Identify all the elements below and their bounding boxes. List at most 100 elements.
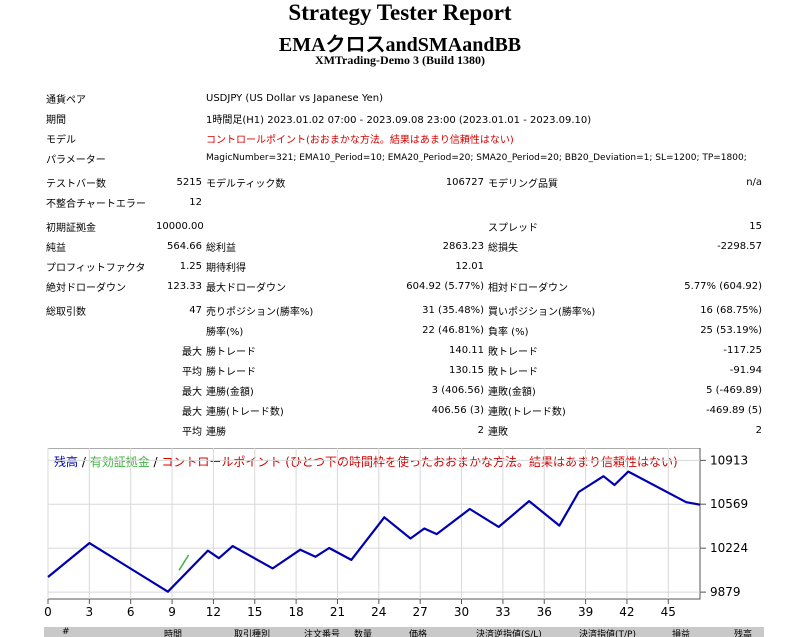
symbol-label: 通貨ペア xyxy=(46,94,86,106)
stats-row-bars: テストバー数 5215 モデルティック数 106727 モデリング品質 n/a xyxy=(44,172,764,192)
y-tick-label: 10569 xyxy=(710,497,748,511)
long-value: 16 (68.75%) xyxy=(700,304,763,316)
spread-label: スプレッド xyxy=(488,222,538,234)
avg-word: 平均 xyxy=(182,426,202,438)
trades-value: 47 xyxy=(189,304,202,316)
stats-row-trades: 総取引数 47 売りポジション(勝率%) 31 (35.48%) 買いポジション… xyxy=(44,300,764,320)
stats-row-mismatch: 不整合チャートエラー 12 xyxy=(44,192,764,212)
expert-name: EMAクロスandSMAandBB xyxy=(278,34,522,56)
balance-line xyxy=(47,470,701,593)
period-value: 1時間足(H1) 2023.01.02 07:00 - 2023.09.08 2… xyxy=(206,114,592,126)
stats-row-deposit: 初期証拠金 10000.00 スプレッド 15 xyxy=(44,216,764,236)
legend-sep-1: / xyxy=(78,455,90,469)
stats-row-net: 純益 564.66 総利益 2863.23 総損失 -2298.57 xyxy=(44,236,764,256)
largest-win-label: 勝トレード xyxy=(206,346,256,358)
y-tick-label: 10913 xyxy=(710,453,748,467)
params-label: パラメーター xyxy=(46,154,106,166)
model-value: コントロールポイント(おおまかな方法。結果はあまり信頼性はない) xyxy=(206,134,514,146)
deposit-value: 10000.00 xyxy=(156,220,204,232)
gross-loss-value: -2298.57 xyxy=(717,240,763,252)
info-row-symbol: 通貨ペア USDJPY (US Dollar vs Japanese Yen) xyxy=(44,88,764,108)
mismatch-value: 12 xyxy=(189,196,202,208)
trade-table-header: # 時間 取引種別 注文番号 数量 価格 決済逆指値(S/L) 決済指値(T/P) 損益 残高 xyxy=(44,627,764,637)
info-row-params: パラメーター MagicNumber=321; EMA10_Period=10;… xyxy=(44,148,764,168)
x-tick-label: 0 xyxy=(44,605,52,619)
x-tick-label: 12 xyxy=(206,605,221,619)
gross-profit-label: 総利益 xyxy=(206,242,236,254)
net-value: 564.66 xyxy=(167,240,202,252)
avg-loss-label: 敗トレード xyxy=(488,366,538,378)
short-label: 売りポジション(勝率%) xyxy=(206,306,314,318)
equity-line xyxy=(178,554,190,571)
long-label: 買いポジション(勝率%) xyxy=(488,306,596,318)
symbol-value: USDJPY (US Dollar vs Japanese Yen) xyxy=(206,92,384,104)
trade-table-col-header: 時間 xyxy=(164,630,183,637)
trade-table-col-header: 決済指値(T/P) xyxy=(579,630,636,637)
spread-value: 15 xyxy=(749,220,763,232)
server-build: XMTrading-Demo 3 (Build 1380) xyxy=(314,53,486,67)
net-label: 純益 xyxy=(46,242,66,254)
largest-win-value: 140.11 xyxy=(449,344,484,356)
pf-label: プロフィットファクタ xyxy=(46,262,146,274)
x-tick-label: 39 xyxy=(578,605,593,619)
deposit-label: 初期証拠金 xyxy=(46,222,96,234)
legend-sep-2: / xyxy=(150,455,162,469)
stats-row-drawdown: 絶対ドローダウン 123.33 最大ドローダウン 604.92 (5.77%) … xyxy=(44,276,764,296)
stats-row-cons-money: 最大 連勝(金額) 3 (406.56) 連敗(金額) 5 (-469.89) xyxy=(44,380,764,400)
stats-row-largest: 最大 勝トレード 140.11 敗トレード -117.25 xyxy=(44,340,764,360)
avg-cons-wins-label: 連勝 xyxy=(206,426,226,438)
trade-table-col-header: 決済逆指値(S/L) xyxy=(476,630,542,637)
x-tick-label: 3 xyxy=(86,605,94,619)
ticks-label: モデルティック数 xyxy=(206,178,286,190)
largest-loss-value: -117.25 xyxy=(723,344,763,356)
x-tick-label: 45 xyxy=(661,605,676,619)
x-tick-label: 30 xyxy=(454,605,469,619)
abs-dd-value: 123.33 xyxy=(167,280,202,292)
stats-row-cons-count: 最大 連勝(トレード数) 406.56 (3) 連敗(トレード数) -469.8… xyxy=(44,400,764,420)
avg-loss-value: -91.94 xyxy=(729,364,763,376)
balance-chart: 残高 / 有効証拠金 / コントロールポイント (ひとつ下の時間枠を使ったおおま… xyxy=(44,448,748,619)
cons-wins-money-label: 連勝(金額) xyxy=(206,386,254,398)
y-tick-label: 10224 xyxy=(710,541,748,555)
stats-row-avg-cons: 平均 連勝 2 連敗 2 xyxy=(44,420,764,440)
stats-row-pf: プロフィットファクタ 1.25 期待利得 12.01 xyxy=(44,256,764,276)
max-word: 最大 xyxy=(182,346,202,358)
legend-balance: 残高 xyxy=(54,454,78,469)
avg-cons-losses-value: 2 xyxy=(755,424,763,436)
stats-row-average: 平均 勝トレード 130.15 敗トレード -91.94 xyxy=(44,360,764,380)
cons-wins-count-label: 連勝(トレード数) xyxy=(206,406,284,418)
largest-loss-label: 敗トレード xyxy=(488,346,538,358)
legend-note: コントロールポイント (ひとつ下の時間枠を使ったおおまかな方法。結果はあまり信頼… xyxy=(161,454,677,469)
trades-label: 総取引数 xyxy=(46,306,86,318)
ticks-value: 106727 xyxy=(445,176,484,188)
x-tick-label: 24 xyxy=(371,605,386,619)
plot-frame xyxy=(47,448,701,600)
info-row-model: モデル コントロールポイント(おおまかな方法。結果はあまり信頼性はない) xyxy=(44,128,764,148)
x-tick-label: 42 xyxy=(619,605,634,619)
avg-win-label: 勝トレード xyxy=(206,366,256,378)
cons-losses-money-value: 5 (-469.89) xyxy=(706,384,763,396)
x-tick-label: 6 xyxy=(127,605,135,619)
avg-win-value: 130.15 xyxy=(449,364,484,376)
trade-table-col-header: # xyxy=(62,627,70,637)
legend-equity: 有効証拠金 xyxy=(90,454,150,469)
stats-row-winrate: 勝率(%) 22 (46.81%) 負率 (%) 25 (53.19%) xyxy=(44,320,764,340)
model-label: モデル xyxy=(46,134,76,146)
chart-legend: 残高 / 有効証拠金 / コントロールポイント (ひとつ下の時間枠を使ったおおま… xyxy=(54,454,678,469)
loss-pct-value: 25 (53.19%) xyxy=(700,324,763,336)
max-word: 最大 xyxy=(182,406,202,418)
period-label: 期間 xyxy=(46,114,66,126)
params-value: MagicNumber=321; EMA10_Period=10; EMA20_… xyxy=(206,153,747,163)
max-dd-label: 最大ドローダウン xyxy=(206,282,286,294)
gross-profit-value: 2863.23 xyxy=(442,240,484,252)
cons-losses-money-label: 連敗(金額) xyxy=(488,386,536,398)
mismatch-label: 不整合チャートエラー xyxy=(46,198,146,210)
cons-wins-money-value: 3 (406.56) xyxy=(431,384,484,396)
cons-losses-count-value: -469.89 (5) xyxy=(706,404,763,416)
x-tick-label: 9 xyxy=(168,605,176,619)
trade-table-col-header: 残高 xyxy=(734,630,753,637)
y-tick-label: 9879 xyxy=(710,585,741,599)
quality-label: モデリング品質 xyxy=(488,178,558,190)
abs-dd-label: 絶対ドローダウン xyxy=(46,282,126,294)
payoff-label: 期待利得 xyxy=(206,262,246,274)
